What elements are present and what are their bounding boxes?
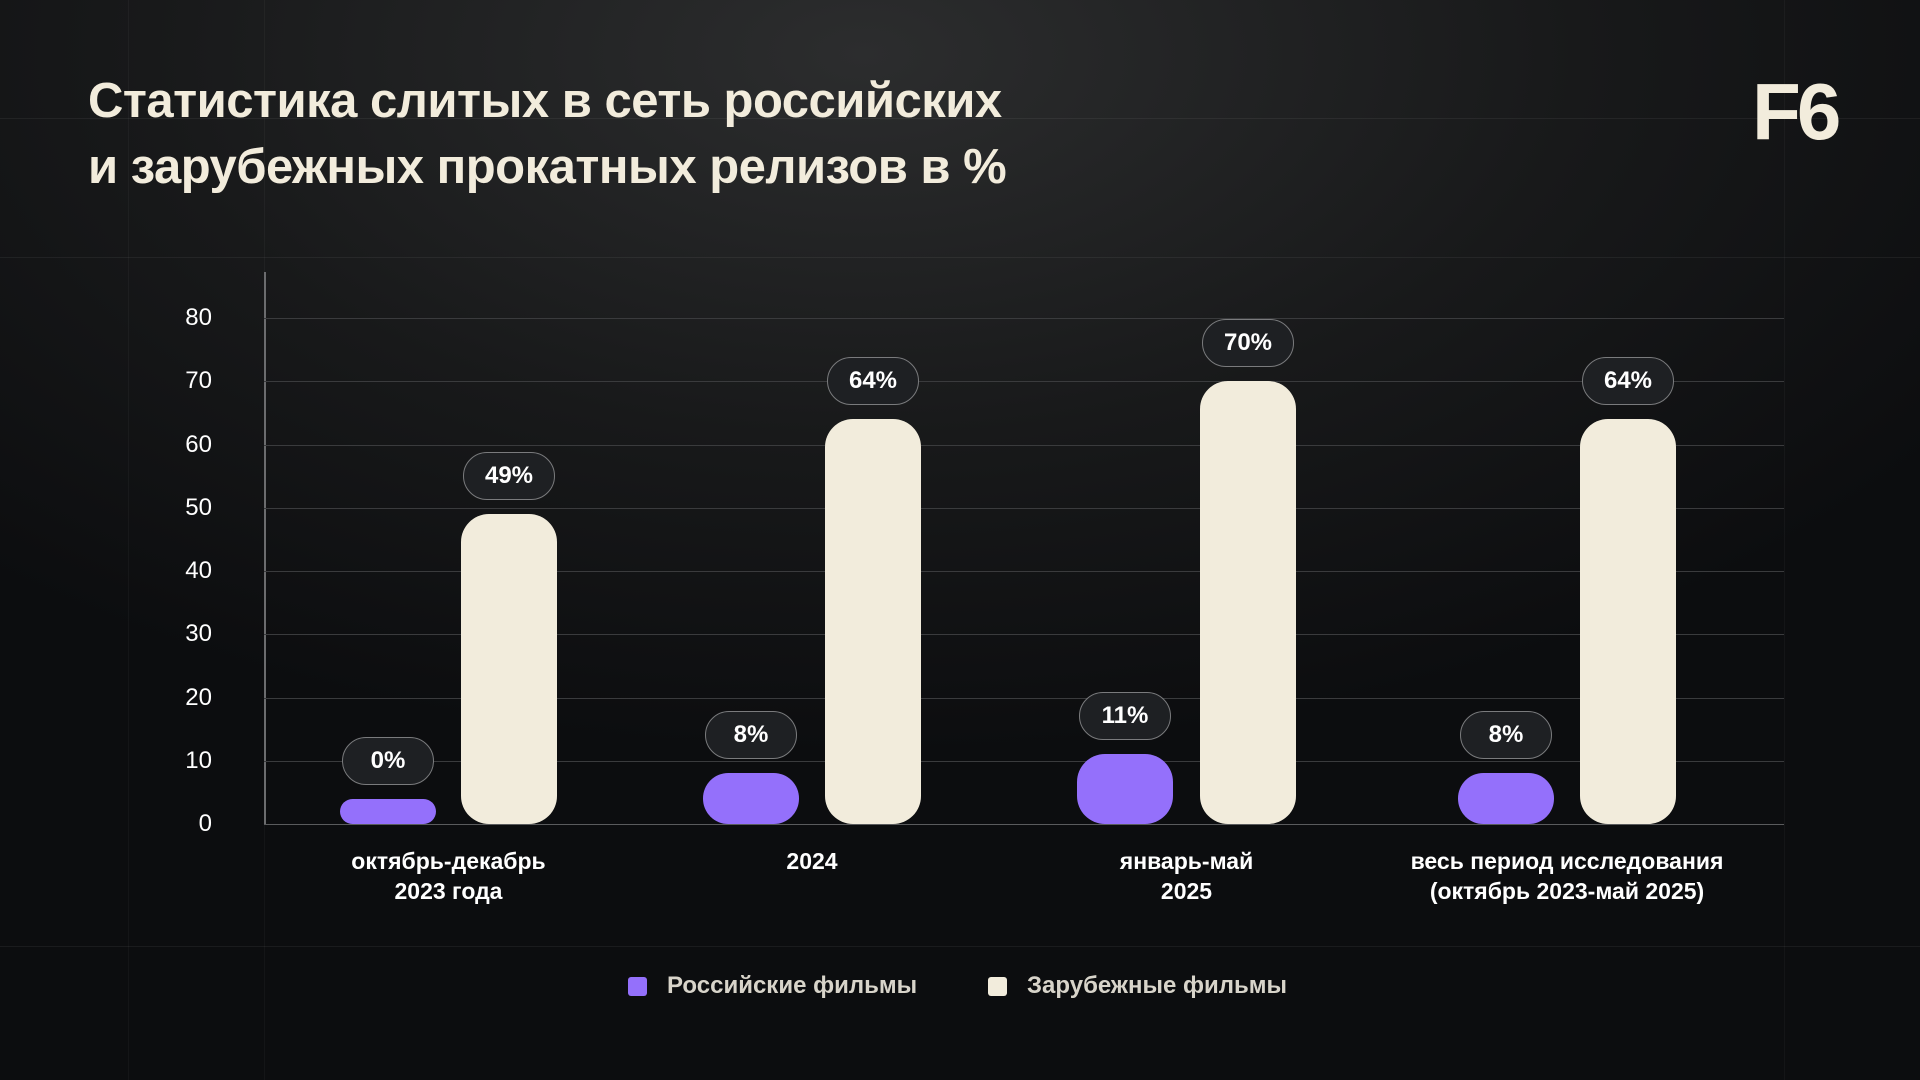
- legend-swatch-foreign: [988, 976, 1007, 996]
- data-label: 11%: [1079, 692, 1171, 741]
- y-tick-label: 60: [185, 430, 212, 458]
- data-label: 70%: [1202, 319, 1294, 368]
- gridline: [264, 444, 1784, 446]
- y-axis-line: [264, 272, 266, 825]
- data-label: 8%: [705, 711, 797, 760]
- title-line-2: и зарубежных прокатных релизов в %: [88, 140, 1007, 194]
- legend-label-russian: Российские фильмы: [667, 972, 918, 999]
- bar-russian-0: [340, 799, 436, 824]
- bar-foreign-3: [1580, 419, 1676, 824]
- data-label: 8%: [1460, 711, 1552, 760]
- gridline: [264, 381, 1784, 383]
- x-tick-label: январь-май 2025: [1007, 846, 1367, 906]
- x-tick-label: весь период исследования (октябрь 2023-ма…: [1387, 846, 1747, 906]
- gridline: [264, 571, 1784, 572]
- x-tick-label-line1: январь-май: [1119, 848, 1254, 874]
- y-tick-label: 70: [185, 367, 212, 395]
- legend-item-foreign: Зарубежные фильмы: [988, 972, 1287, 1000]
- x-tick-label-line1: октябрь-декабрь: [351, 848, 546, 874]
- bar-russian-1: [703, 773, 799, 824]
- gridline: [264, 760, 1784, 762]
- x-tick-label: 2024: [632, 846, 992, 876]
- bar-russian-3: [1458, 773, 1554, 824]
- bar-foreign-0: [461, 514, 557, 824]
- legend: Российские фильмы Зарубежные фильмы: [0, 972, 1920, 1008]
- y-tick-label: 50: [185, 493, 212, 521]
- gridline: [264, 634, 1784, 636]
- gridline: [264, 824, 1784, 825]
- x-tick-label-line2: (октябрь 2023-май 2025): [1429, 878, 1705, 904]
- y-tick-label: 30: [185, 620, 212, 648]
- gridline: [264, 697, 1784, 699]
- data-label: 64%: [827, 357, 919, 406]
- legend-swatch-russian: [628, 976, 647, 996]
- page-title: Статистика слитых в сеть российских и за…: [88, 68, 1007, 200]
- data-label: 64%: [1582, 357, 1674, 406]
- gridline: [264, 507, 1784, 509]
- x-tick-label-line1: 2024: [786, 848, 838, 874]
- x-tick-label-line1: весь период исследования: [1410, 848, 1724, 874]
- gridline: [264, 318, 1784, 319]
- x-tick-label-line2: 2025: [1160, 878, 1213, 904]
- x-tick-label-line2: 2023 года: [394, 878, 503, 904]
- bar-foreign-2: [1200, 381, 1296, 824]
- y-tick-label: 80: [185, 304, 212, 331]
- data-label: 0%: [342, 737, 434, 785]
- x-tick-label: октябрь-декабрь 2023 года: [269, 846, 629, 906]
- y-tick-label: 20: [185, 683, 212, 711]
- bar-russian-2: [1077, 754, 1173, 824]
- y-tick-label: 0: [198, 810, 212, 837]
- y-tick-label: 10: [185, 746, 212, 774]
- y-tick-label: 40: [185, 557, 212, 584]
- legend-label-foreign: Зарубежные фильмы: [1027, 972, 1287, 999]
- legend-item-russian: Российские фильмы: [628, 972, 917, 1000]
- f6-logo: F6: [1752, 67, 1841, 156]
- bar-foreign-1: [825, 419, 921, 824]
- title-line-1: Статистика слитых в сеть российских: [88, 74, 1002, 128]
- data-label: 49%: [463, 452, 555, 501]
